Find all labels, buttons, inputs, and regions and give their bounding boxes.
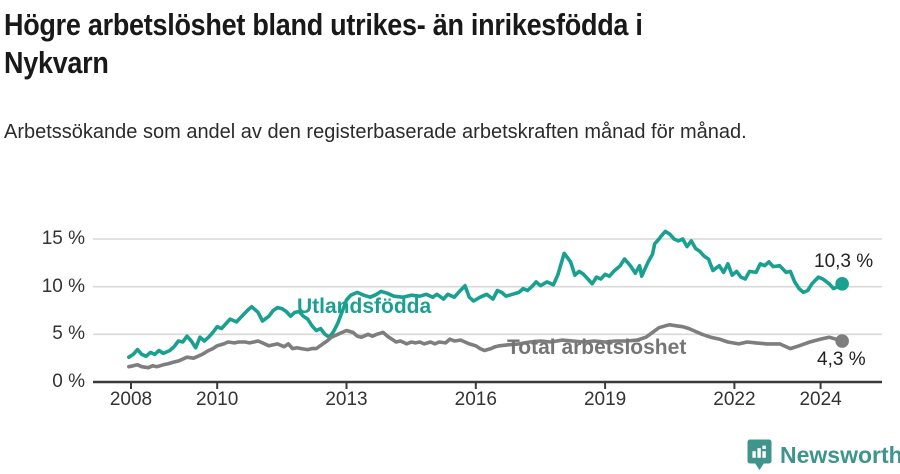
x-axis-tick-label-2019: 2019 <box>583 389 627 410</box>
brand-wordmark: Newsworthy <box>780 441 900 468</box>
series-end-dot-0 <box>835 277 849 291</box>
y-axis-tick-label-10: 10 % <box>41 275 85 297</box>
page-title-line-2: Nykvarn <box>4 45 109 80</box>
page-title-line-1: Högre arbetslöshet bland utrikes- än inr… <box>4 7 643 42</box>
end-value-total: 4,3 % <box>817 349 866 370</box>
x-axis-tick-label-2016: 2016 <box>454 389 497 410</box>
x-axis-tick-label-2010: 2010 <box>196 389 239 410</box>
x-axis-tick-label-2022: 2022 <box>713 389 756 410</box>
x-axis-tick-label-2024: 2024 <box>799 389 842 410</box>
newsworthy-brand-link[interactable]: Newsworthy <box>746 438 900 471</box>
series-label-total-arbetsloshet: Total arbetslöshet <box>507 336 687 359</box>
series-line-0 <box>127 229 844 360</box>
series-label-utlandsfodda: Utlandsfödda <box>297 295 432 318</box>
series-line-1 <box>127 322 844 370</box>
y-axis-tick-label-15: 15 % <box>41 228 85 249</box>
x-axis-tick-label-2013: 2013 <box>325 389 368 410</box>
y-axis-tick-label-5: 5 % <box>52 323 85 345</box>
bar-chart-speech-bubble-icon <box>746 438 773 471</box>
x-axis-tick-label-2008: 2008 <box>109 389 153 410</box>
y-axis-tick-label-0: 0 % <box>52 371 85 392</box>
series-end-dot-1 <box>835 334 849 348</box>
chart-subtitle: Arbetssökande som andel av den registerb… <box>4 121 747 143</box>
end-value-utlandsfodda: 10,3 % <box>814 251 874 272</box>
